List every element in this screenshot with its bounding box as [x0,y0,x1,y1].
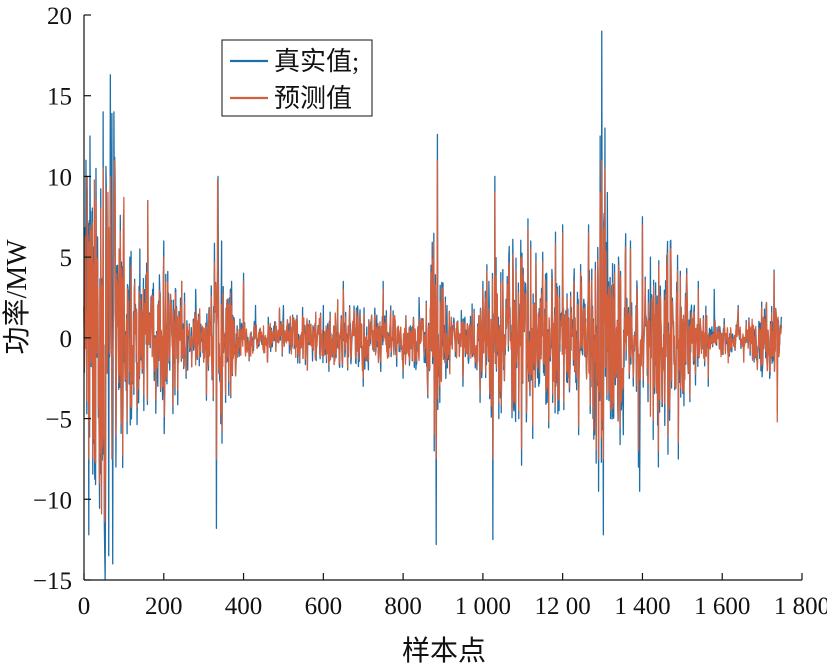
x-tick-label: 1 000 [455,593,511,620]
legend-box [221,39,373,117]
y-tick-label: −10 [33,487,72,514]
x-tick-label: 400 [225,593,263,620]
x-tick-label: 1 600 [694,593,750,620]
series-line-predicted [83,159,783,523]
x-tick-label: 600 [305,593,343,620]
series-layer [83,30,783,581]
y-tick-label: 15 [47,84,72,111]
y-tick-label: 5 [60,245,73,272]
y-tick-label: 20 [47,3,72,30]
x-tick-label: 12 00 [535,593,591,620]
y-axis-label: 功率/MW [1,239,33,355]
axes-layer: 0 200 400 600 800 1 000 12 00 1 400 1 600 1 800−1… [33,3,827,620]
x-tick-label: 0 [78,593,91,620]
y-tick-label: 0 [60,326,73,353]
y-tick-label: −5 [45,407,72,434]
x-tick-label: 1 800 [774,593,827,620]
legend: 真实值; 预测值 [221,39,373,117]
legend-label-actual: 真实值; [274,47,359,76]
x-tick-label: 800 [384,593,422,620]
x-tick-label: 1 400 [614,593,670,620]
y-tick-label: 10 [47,164,72,191]
y-tick-label: −15 [33,568,72,595]
legend-label-predicted: 预测值 [274,84,352,113]
x-tick-label: 200 [145,593,183,620]
x-axis-label: 样本点 [402,635,486,665]
